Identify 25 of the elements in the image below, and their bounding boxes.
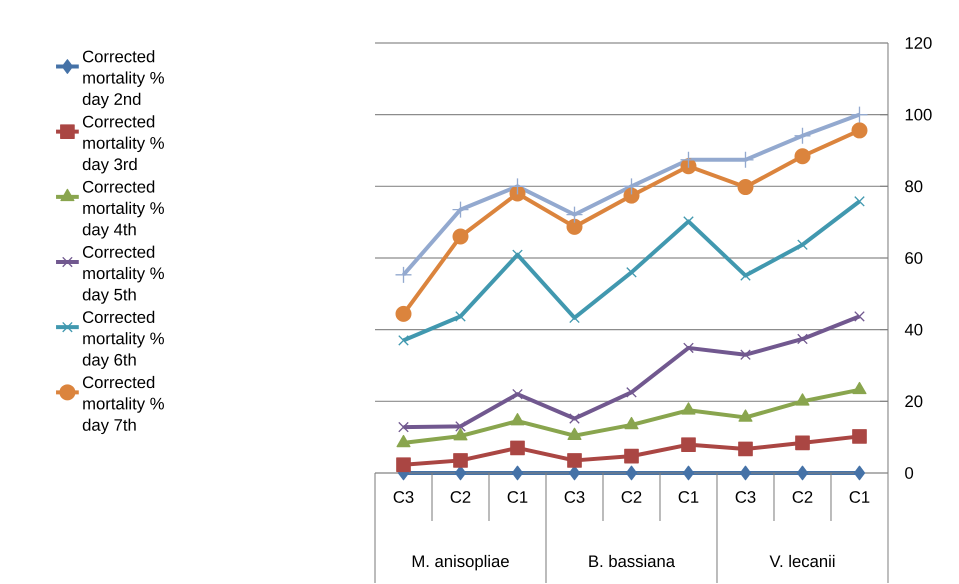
y-tick-label: 60 [905, 252, 922, 264]
legend-label: Corrected mortality % day 4th [82, 180, 164, 239]
legend-label: Corrected mortality % day 2nd [82, 50, 164, 108]
text: B. bassiana [589, 554, 676, 568]
x-tick-label: C3 [564, 491, 584, 503]
legend-label: Corrected mortality % day 6th [82, 310, 164, 369]
y-tick-label: 20 [905, 395, 922, 408]
x-tick-label: C3 [736, 491, 756, 503]
x-tick-label: C1 [850, 491, 870, 503]
y-tick-label: 100 [906, 108, 932, 121]
y-tick-label: 40 [904, 324, 922, 336]
x-tick-label: C2 [622, 491, 642, 503]
text: V. lecanii [770, 554, 834, 568]
x-tick-label: C1 [678, 491, 698, 503]
text: M. anisopliae [412, 554, 509, 570]
x-tick-label: C3 [394, 491, 414, 503]
y-tick-label: 0 [905, 467, 914, 479]
legend-label: Corrected mortality % day 7th [82, 376, 164, 434]
y-tick-label: 120 [906, 37, 932, 49]
legend-label: Corrected mortality % day 5th [82, 246, 164, 304]
y-tick-label: 80 [905, 180, 922, 192]
x-tick-label: C1 [508, 491, 528, 503]
x-tick-label: C2 [792, 491, 812, 503]
x-tick-label: C2 [450, 491, 470, 503]
legend-label: Corrected mortality % day 3rd [82, 115, 164, 174]
